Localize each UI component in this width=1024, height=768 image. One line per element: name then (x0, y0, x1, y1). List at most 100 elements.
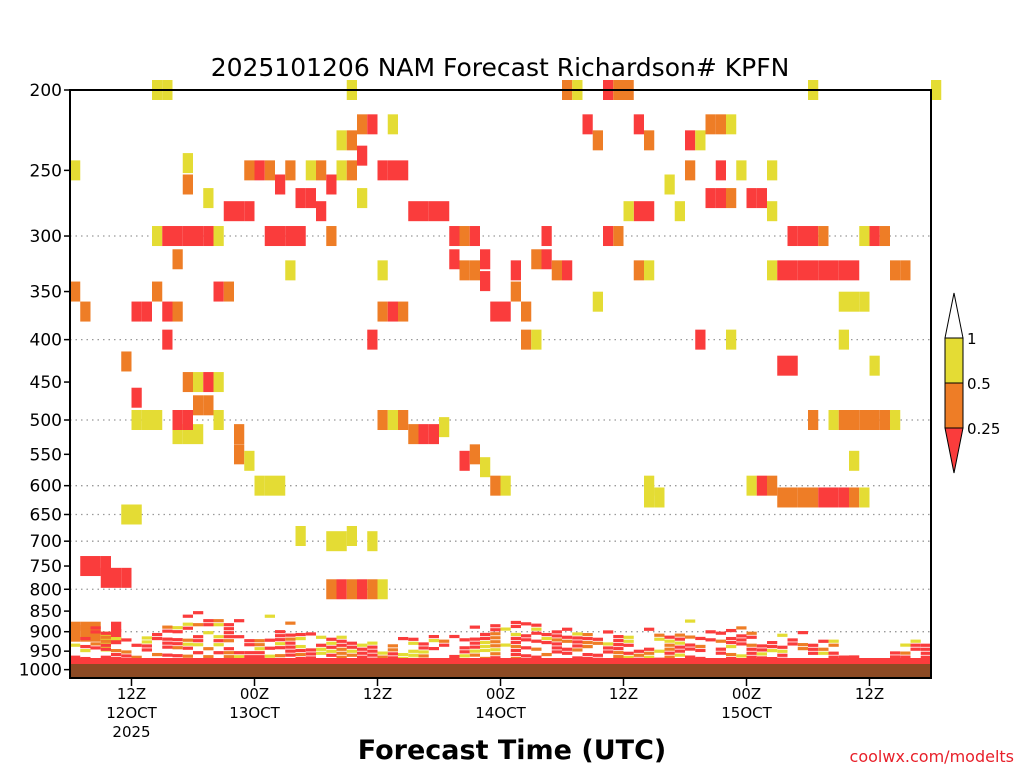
ri-cell (100, 567, 111, 588)
boundary-cell (469, 645, 480, 649)
boundary-cell (367, 653, 378, 657)
boundary-cell (336, 647, 347, 651)
boundary-cell (736, 654, 747, 658)
boundary-cell (756, 644, 767, 648)
color-legend: 1 0.5 0.25 (944, 292, 1000, 474)
ri-cell (592, 291, 603, 312)
boundary-cell (664, 651, 675, 655)
boundary-cell (469, 653, 480, 657)
boundary-cell (644, 651, 655, 655)
boundary-cell (828, 655, 839, 659)
boundary-cell (674, 633, 685, 637)
ri-cell (162, 226, 173, 247)
ri-cell (295, 226, 306, 247)
boundary-cell (162, 645, 173, 649)
boundary-cell (582, 645, 593, 649)
ri-cell (500, 301, 511, 322)
ri-cell (418, 201, 429, 222)
boundary-cell (152, 652, 163, 657)
boundary-cell (746, 643, 757, 647)
boundary-cell (551, 642, 562, 646)
boundary-cell (715, 631, 726, 635)
boundary-cell (162, 629, 173, 633)
ri-cell (828, 410, 839, 431)
ri-cell (849, 260, 860, 281)
ri-cell (480, 457, 491, 478)
boundary-cell (736, 634, 747, 638)
boundary-cell (736, 626, 747, 630)
ri-cell (162, 329, 173, 350)
boundary-cell (439, 643, 450, 647)
boundary-cell (541, 652, 552, 657)
boundary-cell (203, 655, 214, 659)
ri-cell (613, 226, 624, 247)
boundary-cell (326, 653, 337, 657)
boundary-cell (377, 651, 388, 655)
boundary-cell (223, 651, 234, 655)
boundary-cell (582, 637, 593, 641)
ri-cell (469, 260, 480, 281)
boundary-cell (500, 627, 511, 631)
boundary-cell (818, 651, 829, 655)
boundary-cell (828, 651, 839, 655)
ri-cell (818, 226, 829, 247)
boundary-cell (623, 643, 634, 647)
ri-cell (644, 201, 655, 222)
ri-cell (346, 525, 357, 546)
boundary-cell (162, 653, 173, 657)
ri-cell (449, 226, 460, 247)
boundary-cell (346, 641, 357, 645)
boundary-cell (70, 627, 81, 631)
x-tick-label: 12Z (363, 685, 392, 703)
ri-cell (213, 281, 224, 302)
ri-cell (408, 424, 419, 445)
ri-cell (459, 226, 470, 247)
y-tick-label: 800 (30, 580, 62, 600)
boundary-cell (654, 633, 665, 637)
boundary-cell (182, 642, 193, 646)
x-tick-label: 00Z (732, 685, 761, 703)
boundary-cell (100, 635, 111, 639)
ri-cell (838, 260, 849, 281)
ri-cell (234, 444, 245, 465)
boundary-cell (336, 655, 347, 659)
ri-cell (254, 475, 265, 496)
ri-cell (223, 281, 234, 302)
boundary-cell (582, 641, 593, 645)
ri-cell (838, 329, 849, 350)
ri-cell (182, 153, 193, 174)
ri-cell (838, 487, 849, 508)
boundary-cell (705, 630, 716, 634)
boundary-cell (223, 623, 234, 627)
ri-cell (459, 260, 470, 281)
boundary-cell (910, 643, 921, 647)
y-tick-label: 350 (30, 283, 62, 303)
boundary-cell (234, 619, 245, 623)
boundary-cell (808, 651, 819, 655)
y-tick-label: 300 (30, 227, 62, 247)
legend-level-label: 0.25 (967, 420, 1000, 438)
ri-cell (80, 556, 91, 577)
boundary-cell (131, 643, 142, 647)
ri-cell (469, 444, 480, 465)
boundary-cell (551, 638, 562, 642)
boundary-cell (828, 643, 839, 647)
boundary-cell (326, 649, 337, 653)
y-tick-label: 600 (30, 477, 62, 497)
boundary-cell (285, 641, 296, 645)
boundary-cell (551, 634, 562, 638)
boundary-cell (459, 654, 470, 658)
x-tick-label: 12Z (609, 685, 638, 703)
ri-cell (808, 410, 819, 431)
boundary-cell (767, 649, 778, 653)
ri-cell (367, 579, 378, 600)
boundary-cell (920, 643, 931, 647)
ri-cell (264, 160, 275, 181)
ri-cell (592, 130, 603, 151)
boundary-cell (469, 649, 480, 653)
boundary-cell (172, 630, 183, 634)
boundary-cell (193, 643, 204, 647)
boundary-cell (172, 654, 183, 658)
ri-cell (244, 450, 255, 471)
y-tick-label: 650 (30, 505, 62, 525)
